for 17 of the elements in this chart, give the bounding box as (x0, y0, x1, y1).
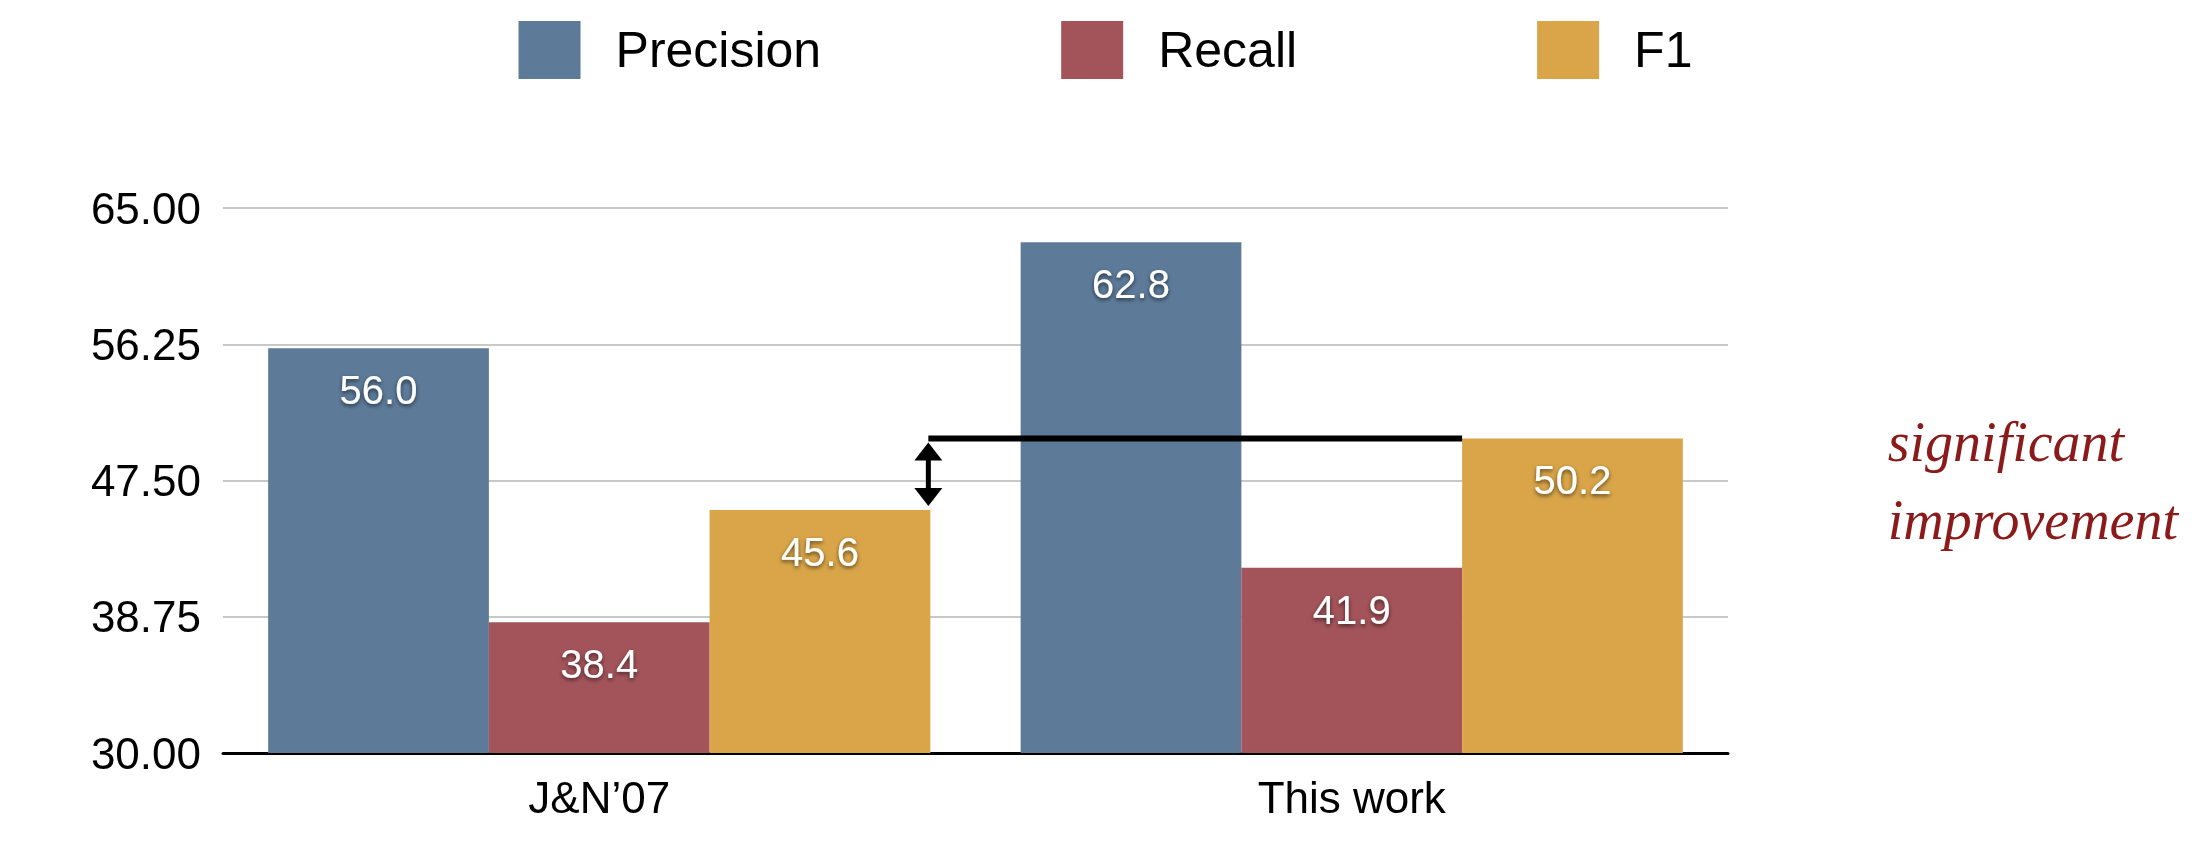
data-label: 56.0 (339, 368, 418, 413)
y-tick-label: 47.50 (90, 456, 201, 505)
data-label: 50.2 (1533, 458, 1612, 503)
legend-label: Recall (1158, 22, 1298, 78)
data-label: 41.9 (1312, 587, 1391, 632)
data-label: 38.4 (560, 642, 639, 687)
text: significant improvement (1887, 411, 2180, 551)
legend-label: F1 (1634, 22, 1693, 78)
y-tick-label: 56.25 (90, 319, 201, 369)
data-label: 45.6 (781, 530, 859, 575)
x-tick-label: This work (1257, 772, 1447, 822)
y-tick-label: 38.75 (90, 592, 201, 642)
x-tick-label: J&N’07 (528, 772, 671, 822)
y-tick-label: 65.00 (90, 183, 201, 233)
legend-label: Precision (615, 22, 822, 78)
y-tick-label: 30.00 (90, 728, 201, 778)
data-label: 62.8 (1092, 262, 1170, 307)
